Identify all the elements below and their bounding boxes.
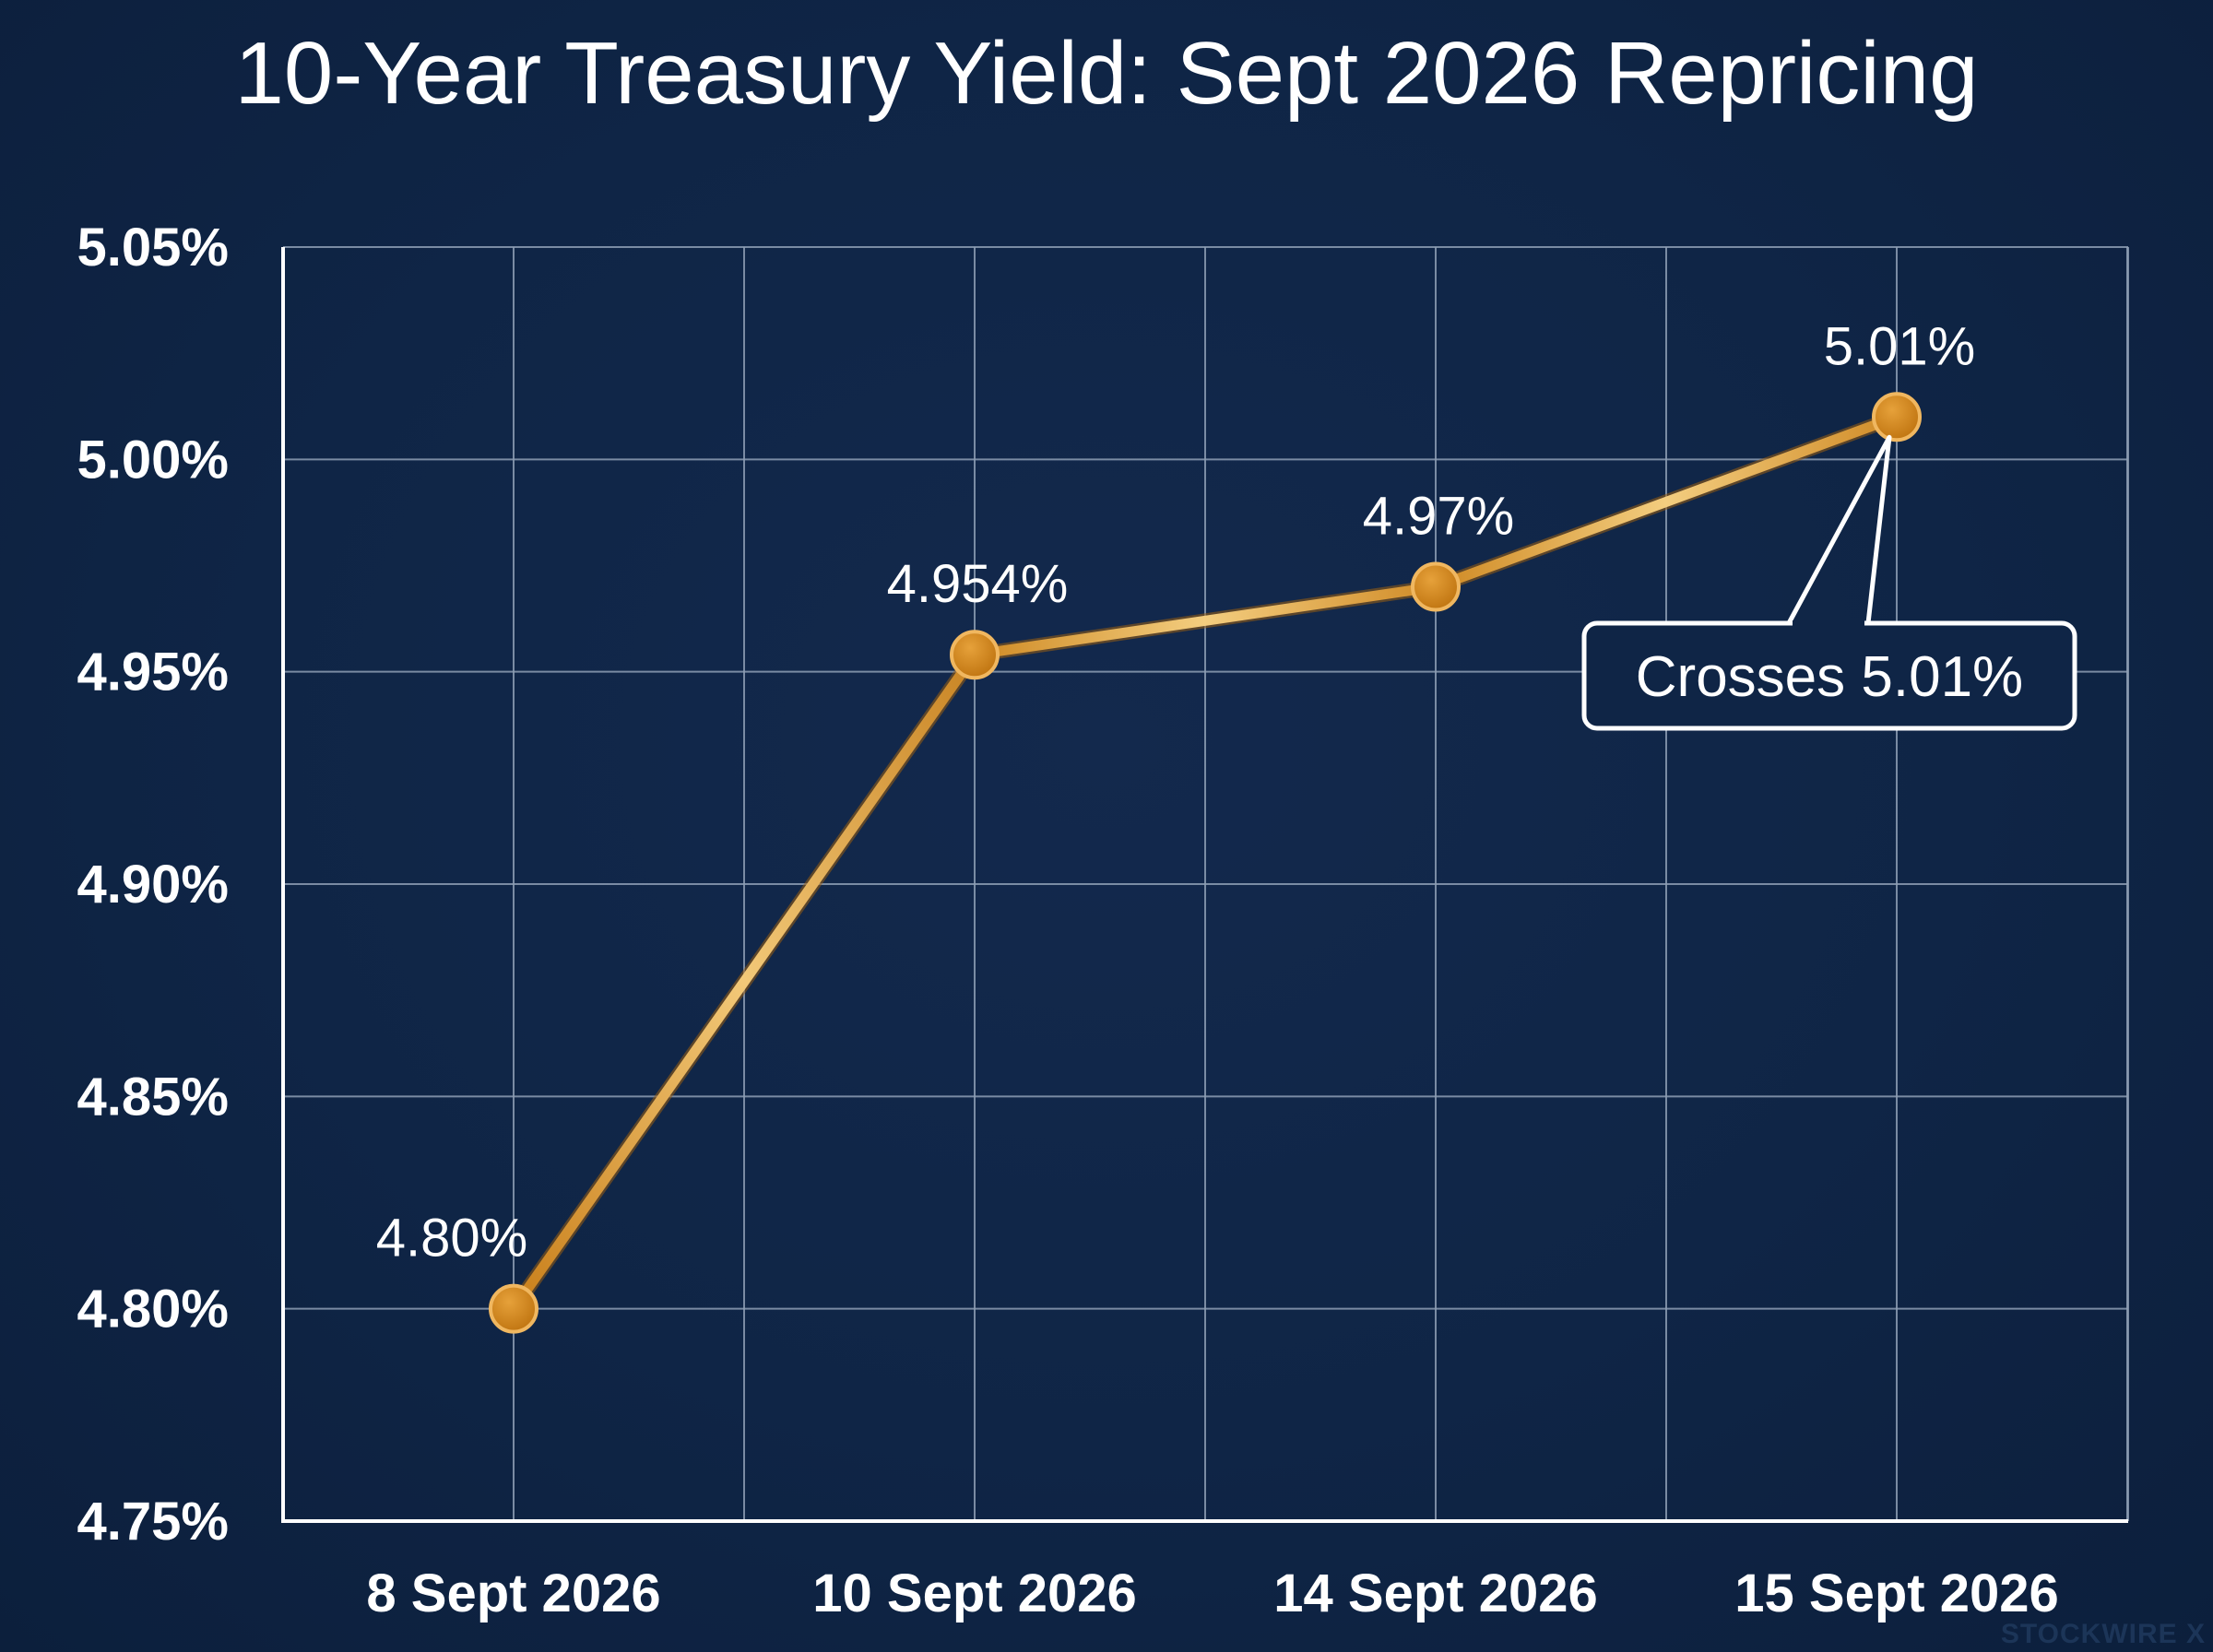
x-tick-label: 8 Sept 2026: [366, 1564, 660, 1623]
data-point-marker: [950, 630, 1000, 680]
annotation: Crosses 5.01%: [1581, 434, 2077, 731]
series-line-segment: [508, 649, 980, 1315]
y-tick-label: 4.90%: [77, 855, 229, 914]
y-tick-label: 4.95%: [77, 643, 229, 702]
data-point-marker: [1872, 392, 1922, 442]
data-labels: 4.80% 4.954% 4.97% 5.01%: [376, 316, 1975, 1268]
series-line: [506, 409, 1904, 1316]
watermark-logo: STOCKWIRE X: [2001, 1619, 2206, 1649]
x-tick-label: 14 Sept 2026: [1273, 1564, 1597, 1623]
y-tick-label: 5.00%: [77, 430, 229, 490]
data-label: 5.01%: [1824, 316, 1975, 376]
data-label: 4.954%: [887, 554, 1069, 614]
y-tick-label: 4.80%: [77, 1280, 229, 1339]
y-tick-label: 4.75%: [77, 1492, 229, 1552]
chart-title: 10-Year Treasury Yield: Sept 2026 Repric…: [235, 24, 1979, 123]
y-axis-tick-labels: 4.75% 4.80% 4.85% 4.90% 4.95% 5.00% 5.05%: [77, 218, 229, 1552]
annotation-label: Crosses 5.01%: [1636, 645, 2023, 709]
data-point-marker: [489, 1283, 538, 1334]
y-tick-label: 5.05%: [77, 218, 229, 277]
data-label: 4.80%: [376, 1209, 527, 1268]
annotation-pointer: [1786, 434, 1892, 625]
x-axis-tick-labels: 8 Sept 2026 10 Sept 2026 14 Sept 2026 15 Se…: [366, 1564, 2058, 1623]
axes: [281, 247, 2128, 1523]
x-tick-label: 10 Sept 2026: [812, 1564, 1136, 1623]
data-label: 4.97%: [1363, 487, 1514, 547]
series-line-segment: [969, 582, 1441, 660]
x-tick-label: 15 Sept 2026: [1734, 1564, 2058, 1623]
series-markers: [489, 392, 1922, 1334]
grid: [283, 246, 2129, 1521]
y-tick-label: 4.85%: [77, 1067, 229, 1127]
data-point-marker: [1411, 561, 1461, 612]
series-line-segment: [1430, 411, 1902, 593]
